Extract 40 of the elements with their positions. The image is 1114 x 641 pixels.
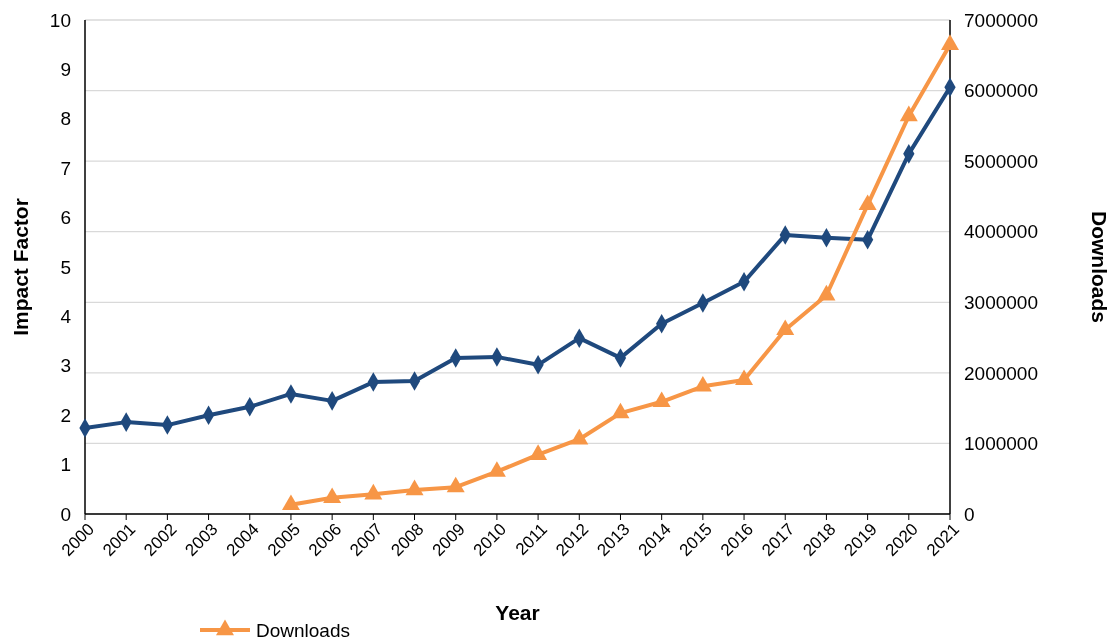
point [776, 319, 795, 335]
point [858, 194, 877, 211]
point [487, 461, 506, 477]
y-tick-label: 0 [60, 503, 71, 525]
point [364, 483, 383, 500]
point [652, 391, 671, 407]
point [281, 494, 300, 511]
y-tick-label: 7 [60, 157, 71, 179]
legend-label: Downloads [256, 619, 350, 641]
y2-tick-label: 6000000 [964, 80, 1038, 102]
y2-tick-label: 0 [964, 503, 975, 525]
y2-axis-title: Downloads [1088, 210, 1111, 324]
point [405, 479, 424, 496]
y-tick-label: 8 [60, 108, 71, 130]
point [529, 444, 548, 460]
y2-tick-label: 1000000 [964, 433, 1038, 455]
y-tick-label: 9 [60, 59, 71, 81]
point [570, 428, 589, 445]
point [817, 284, 836, 301]
y-tick-label: 10 [49, 9, 71, 31]
y2-tick-label: 5000000 [964, 150, 1038, 172]
y2-tick-label: 7000000 [964, 9, 1038, 31]
y-axis-title: Impact Factor [9, 198, 32, 336]
y-tick-label: 4 [60, 306, 72, 328]
y-tick-label: 6 [60, 207, 71, 229]
point [323, 487, 342, 503]
point [446, 476, 465, 493]
y-tick-label: 1 [60, 454, 71, 476]
point [941, 34, 959, 50]
point [611, 402, 630, 419]
y2-tick-label: 3000000 [964, 291, 1038, 313]
y2-tick-label: 4000000 [964, 221, 1038, 243]
point [899, 105, 918, 122]
x-axis-title: Year [495, 601, 540, 624]
y2-tick-label: 2000000 [964, 362, 1038, 384]
y-tick-label: 2 [60, 404, 71, 426]
point [735, 369, 754, 386]
y-tick-label: 5 [60, 256, 71, 278]
point [693, 375, 712, 392]
y-tick-label: 3 [60, 355, 71, 377]
